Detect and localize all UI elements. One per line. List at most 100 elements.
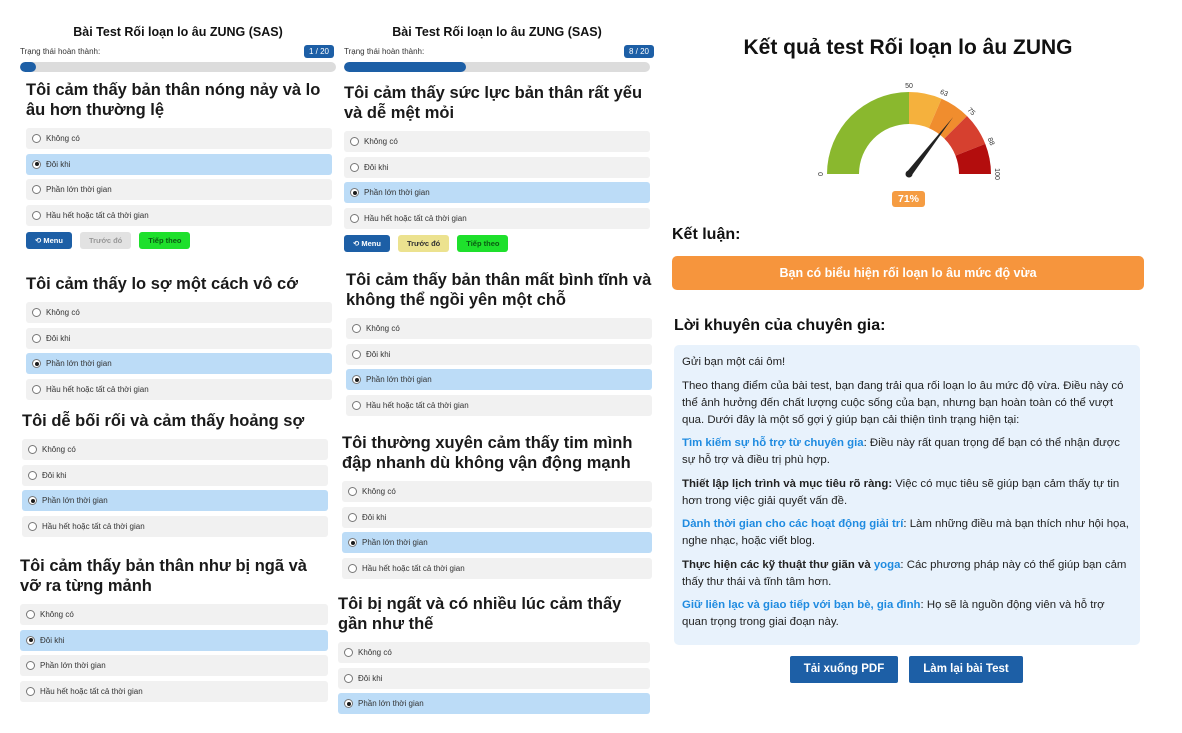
radio-icon[interactable]: [344, 699, 353, 708]
radio-icon[interactable]: [32, 185, 41, 194]
answer-option-label: Không có: [46, 134, 80, 143]
radio-icon[interactable]: [32, 308, 41, 317]
answer-option[interactable]: Hầu hết hoặc tất cả thời gian: [344, 207, 650, 229]
next-button[interactable]: Tiếp theo: [457, 234, 509, 252]
advice-tip-link[interactable]: Tìm kiếm sự hỗ trợ từ chuyên gia: [682, 437, 864, 449]
radio-icon[interactable]: [28, 521, 37, 531]
answer-option[interactable]: Đôi khi: [26, 153, 332, 175]
answer-option[interactable]: Phần lớn thời gian: [344, 182, 650, 203]
radio-icon[interactable]: [348, 487, 357, 496]
radio-icon[interactable]: [32, 359, 41, 368]
answer-option-label: Không có: [46, 308, 80, 317]
answer-option[interactable]: Đôi khi: [26, 327, 332, 349]
advice-tip: Giữ liên lạc và giao tiếp với bạn bè, gi…: [682, 597, 1132, 631]
answer-options: Không có Đôi khi Phần lớn thời gian Hầu …: [22, 439, 328, 537]
question-title: Tôi thường xuyên cảm thấy tim mình đập n…: [342, 434, 633, 472]
answer-option[interactable]: Đôi khi: [20, 629, 328, 651]
answer-option[interactable]: Đôi khi: [346, 343, 652, 365]
answer-option-label: Phần lớn thời gian: [358, 699, 424, 708]
gauge-tick-label: 63: [939, 89, 949, 99]
question-block: Tôi thường xuyên cảm thấy tim mình đập n…: [342, 433, 652, 583]
menu-button-label: Menu: [43, 235, 63, 245]
answer-option[interactable]: Hầu hết hoặc tất cả thời gian: [20, 680, 328, 702]
radio-icon[interactable]: [350, 213, 359, 223]
gauge-tick-label: 88: [986, 137, 995, 147]
menu-button[interactable]: ⟲ Menu: [344, 234, 390, 252]
answer-option[interactable]: Không có: [22, 439, 328, 460]
radio-icon[interactable]: [350, 188, 359, 197]
radio-icon[interactable]: [26, 686, 35, 696]
answer-option[interactable]: Hầu hết hoặc tất cả thời gian: [26, 378, 332, 400]
radio-icon[interactable]: [26, 661, 35, 670]
answer-option[interactable]: Không có: [342, 481, 652, 502]
answer-option[interactable]: Phần lớn thời gian: [346, 369, 652, 390]
download-pdf-button[interactable]: Tải xuống PDF: [790, 656, 898, 683]
answer-option[interactable]: Phần lớn thời gian: [342, 532, 652, 553]
radio-icon[interactable]: [352, 375, 361, 384]
radio-icon[interactable]: [26, 635, 35, 645]
answer-option[interactable]: Phần lớn thời gian: [26, 179, 332, 200]
question-title: Tôi cảm thấy sức lực bản thân rất yếu và…: [344, 84, 643, 122]
radio-icon[interactable]: [344, 648, 353, 657]
answer-option-label: Không có: [358, 648, 392, 657]
radio-icon[interactable]: [348, 512, 357, 522]
answer-option[interactable]: Đôi khi: [338, 667, 650, 689]
answer-option[interactable]: Không có: [338, 642, 650, 663]
radio-icon[interactable]: [348, 538, 357, 547]
prev-button[interactable]: Trước đó: [79, 231, 132, 249]
answer-option[interactable]: Không có: [20, 604, 328, 625]
advice-tip: Thiết lập lịch trình và mục tiêu rõ ràng…: [682, 476, 1132, 510]
answer-option-label: Phần lớn thời gian: [42, 496, 108, 505]
answer-option[interactable]: Không có: [346, 318, 652, 339]
answer-option[interactable]: Hầu hết hoặc tất cả thời gian: [342, 557, 652, 579]
advice-tip-link[interactable]: Giữ liên lạc và giao tiếp với bạn bè, gi…: [682, 599, 921, 611]
answer-option[interactable]: Phần lớn thời gian: [26, 353, 332, 374]
radio-icon[interactable]: [28, 496, 37, 505]
radio-icon[interactable]: [352, 324, 361, 333]
radio-icon[interactable]: [344, 673, 353, 683]
radio-icon[interactable]: [32, 333, 41, 343]
conclusion-label: Kết luận:: [672, 226, 741, 243]
answer-option[interactable]: Đôi khi: [22, 464, 328, 486]
answer-option[interactable]: Đôi khi: [344, 156, 650, 178]
next-button[interactable]: Tiếp theo: [139, 231, 191, 249]
radio-icon[interactable]: [28, 470, 37, 480]
radio-icon[interactable]: [32, 210, 41, 220]
answer-option[interactable]: Không có: [26, 302, 332, 323]
answer-option-label: Hầu hết hoặc tất cả thời gian: [364, 213, 467, 223]
radio-icon[interactable]: [350, 162, 359, 172]
advice-tip-link[interactable]: Dành thời gian cho các hoạt động giải tr…: [682, 518, 904, 530]
status-label: Trạng thái hoàn thành:: [344, 47, 425, 56]
answer-option[interactable]: Không có: [344, 131, 650, 152]
radio-icon[interactable]: [32, 134, 41, 143]
test-title: Bài Test Rối loạn lo âu ZUNG (SAS): [73, 25, 283, 39]
radio-icon[interactable]: [26, 610, 35, 619]
answer-options: Không có Đôi khi Phần lớn thời gian Hầu …: [342, 481, 652, 579]
menu-button[interactable]: ⟲ Menu: [26, 231, 72, 249]
radio-icon[interactable]: [352, 400, 361, 410]
radio-icon[interactable]: [28, 445, 37, 454]
answer-option[interactable]: Không có: [26, 128, 332, 149]
answer-option-label: Hầu hết hoặc tất cả thời gian: [46, 384, 149, 394]
question-title: Tôi cảm thấy bản thân nóng nảy và lo âu …: [26, 81, 321, 119]
answer-option-label: Đôi khi: [362, 512, 387, 522]
answer-option[interactable]: Đôi khi: [342, 506, 652, 528]
progress-count-badge: 1 / 20: [303, 45, 334, 58]
answer-option-label: Không có: [42, 445, 76, 454]
radio-icon[interactable]: [348, 563, 357, 573]
radio-icon[interactable]: [32, 159, 41, 169]
retry-test-button[interactable]: Làm lại bài Test: [909, 656, 1023, 683]
advice-tip-link[interactable]: yoga: [873, 558, 901, 571]
question-title: Tôi dễ bối rối và cảm thấy hoảng sợ: [22, 412, 305, 430]
answer-option[interactable]: Hầu hết hoặc tất cả thời gian: [346, 394, 652, 416]
answer-option[interactable]: Hầu hết hoặc tất cả thời gian: [22, 515, 328, 537]
advice-tip: Thực hiện các kỹ thuật thư giãn và yoga:…: [682, 557, 1132, 591]
answer-option[interactable]: Phần lớn thời gian: [20, 655, 328, 676]
radio-icon[interactable]: [350, 137, 359, 146]
answer-option[interactable]: Phần lớn thời gian: [338, 693, 650, 714]
radio-icon[interactable]: [32, 384, 41, 394]
radio-icon[interactable]: [352, 349, 361, 359]
answer-option[interactable]: Hầu hết hoặc tất cả thời gian: [26, 204, 332, 226]
answer-option[interactable]: Phần lớn thời gian: [22, 490, 328, 511]
prev-button[interactable]: Trước đó: [397, 234, 450, 252]
